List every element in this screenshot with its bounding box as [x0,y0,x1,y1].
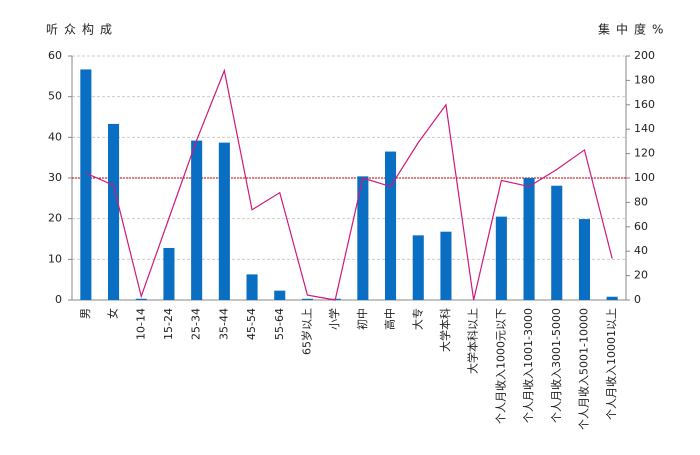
y-tick-label: 60 [48,49,62,62]
y-tick-label: 50 [48,90,62,103]
x-tick-label: 10-14 [134,308,147,340]
y2-tick-label: 80 [634,195,648,208]
x-tick-label: 45-54 [245,308,258,340]
bar [606,296,618,300]
x-tick-label: 55-64 [273,308,286,340]
x-tick-label: 大学本科 [438,308,452,352]
x-tick-label: 大学本科以上 [466,308,480,374]
y-tick-label: 20 [48,212,62,225]
x-tick-label: 大专 [410,308,424,330]
bar [274,290,286,300]
bar [495,216,507,300]
bar [108,123,120,300]
bar [135,298,147,300]
x-tick-label: 个人月收入3001-5000 [549,308,563,423]
x-tick-label: 25-34 [190,308,203,340]
x-tick-label: 初中 [355,308,369,330]
y2-tick-label: 40 [634,244,648,257]
bar [357,176,369,300]
bar [551,185,563,300]
x-tick-label: 个人月收入10001以上 [604,308,618,420]
x-tick-label: 15-24 [162,308,175,340]
y2-tick-label: 120 [634,147,655,160]
bar [523,178,535,300]
bar [191,140,203,300]
bar [412,235,424,300]
y2-tick-label: 180 [634,73,655,86]
bar [578,219,590,300]
y2-tick-label: 100 [634,171,655,184]
x-tick-label: 个人月收入1001-3000 [521,308,535,423]
bar [163,247,175,300]
y2-tick-label: 20 [634,269,648,282]
x-tick-label: 男 [79,308,92,319]
bar [218,142,230,300]
bar [80,69,92,300]
x-tick-label: 个人月收入1000元以下 [493,308,507,424]
x-tick-label: 女 [106,308,120,319]
x-tick-label: 小学 [327,308,341,330]
x-tick-label: 65岁以上 [299,308,313,355]
bar [440,231,452,300]
y-tick-label: 10 [48,252,62,265]
x-tick-label: 高中 [383,308,397,330]
y2-axis-title: 集中度% [598,22,669,37]
y-axis-title: 听众构成 [46,22,118,37]
y2-tick-label: 60 [634,220,648,233]
y2-tick-label: 0 [634,293,641,306]
x-tick-label: 个人月收入5001-10000 [576,308,590,430]
y2-tick-label: 140 [634,122,655,135]
bar [385,151,397,300]
y2-tick-label: 200 [634,49,655,62]
bar [246,274,258,300]
y-tick-label: 30 [48,171,62,184]
x-tick-label: 35-44 [217,308,230,340]
y-tick-label: 40 [48,130,62,143]
bar [301,298,313,300]
line [85,68,613,301]
y-tick-label: 0 [55,293,62,306]
y2-tick-label: 160 [634,98,655,111]
